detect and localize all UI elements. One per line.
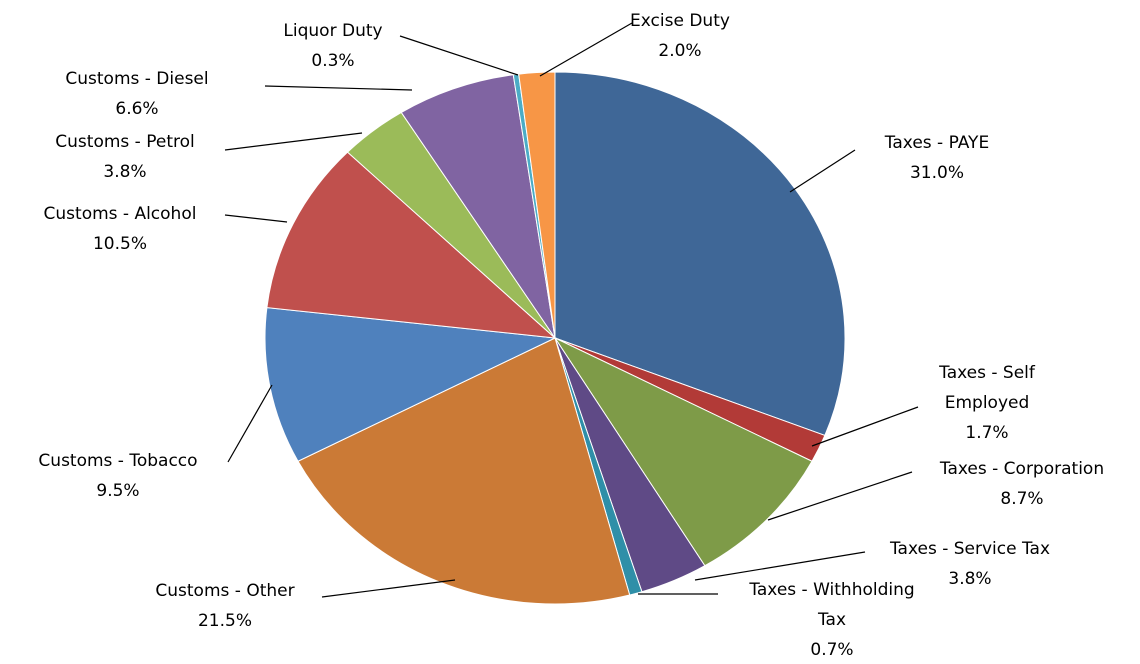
value-label: 3.8% [948, 569, 992, 589]
slice-label: Customs - Diesel 6.6% [7, 64, 267, 124]
value-label: 8.7% [1000, 489, 1044, 509]
category-label: Liquor Duty [283, 21, 383, 41]
value-label: 1.7% [965, 423, 1009, 443]
pie-slice [264, 307, 557, 462]
category-label: Customs - Petrol [55, 132, 195, 152]
leader-line [264, 85, 413, 91]
category-label: Taxes - Withholding Tax [749, 580, 915, 630]
slice-label: Taxes - Withholding Tax 0.7% [737, 575, 927, 664]
category-label: Excise Duty [630, 11, 730, 31]
category-label: Customs - Diesel [65, 69, 209, 89]
leader-line [224, 132, 363, 151]
category-label: Taxes - Service Tax [889, 539, 1051, 559]
leader-line [811, 406, 919, 447]
pie-slice [400, 74, 556, 339]
leader-line [224, 214, 288, 223]
leader-line [321, 579, 456, 598]
category-label: Customs - Alcohol [43, 204, 197, 224]
category-label: Taxes - PAYE [884, 133, 990, 153]
value-label: 21.5% [197, 611, 252, 631]
slice-label: Taxes - Self Employed 1.7% [922, 358, 1052, 448]
slice-label: Excise Duty 2.0% [550, 6, 810, 66]
slice-label: Taxes - Service Tax 3.8% [840, 534, 1100, 594]
leader-line [767, 471, 913, 521]
category-label: Taxes - Self Employed [939, 363, 1035, 413]
slice-label: Customs - Petrol 3.8% [0, 127, 255, 187]
slice-label: Liquor Duty 0.3% [203, 16, 463, 76]
leader-line [789, 149, 856, 193]
pie-slice [266, 151, 557, 339]
slice-label: Customs - Other 21.5% [95, 576, 355, 636]
pie-slice [297, 337, 631, 605]
slice-label: Customs - Alcohol 10.5% [0, 199, 250, 259]
leader-line [539, 22, 633, 77]
slice-label: Taxes - Corporation 8.7% [892, 454, 1140, 514]
value-label: 31.0% [909, 163, 964, 183]
value-label: 2.0% [658, 41, 702, 61]
category-label: Customs - Other [155, 581, 295, 601]
leader-line [694, 551, 866, 581]
slice-label: Taxes - PAYE 31.0% [807, 128, 1067, 188]
value-label: 6.6% [115, 99, 159, 119]
slice-label: Customs - Tobacco 9.5% [0, 446, 248, 506]
category-label: Customs - Tobacco [38, 451, 198, 471]
pie-slice [553, 336, 813, 567]
value-label: 3.8% [103, 162, 147, 182]
value-label: 10.5% [92, 234, 147, 254]
value-label: 9.5% [96, 481, 140, 501]
leader-line [227, 384, 273, 463]
leader-line [399, 35, 519, 76]
value-label: 0.7% [810, 640, 854, 660]
pie-slice [518, 71, 556, 339]
category-label: Taxes - Corporation [939, 459, 1105, 479]
value-label: 0.3% [311, 51, 355, 71]
